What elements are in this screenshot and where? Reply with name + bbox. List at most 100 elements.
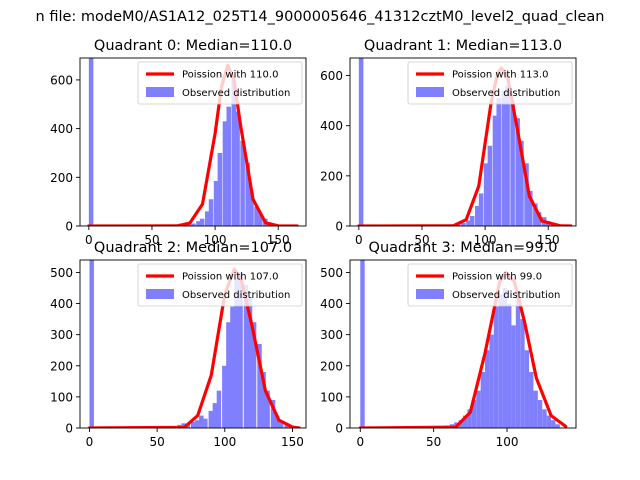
legend: Poission with 110.0 Observed distribution xyxy=(137,61,303,105)
x-tick-label: 50 xyxy=(149,435,164,449)
histogram-bar xyxy=(492,115,498,226)
histogram-bar xyxy=(469,215,475,226)
histogram-bar xyxy=(249,191,254,226)
histogram-bar xyxy=(483,163,489,226)
histogram-bar xyxy=(88,58,94,226)
y-tick-label: 600 xyxy=(320,69,343,83)
histogram-bar xyxy=(258,213,263,226)
plot-area xyxy=(358,260,568,428)
legend-patch-swatch xyxy=(416,289,444,299)
x-tick-label: 0 xyxy=(355,233,363,247)
chart-panel-3: 0 50 100 0 100 200 300 400 500 Quadrant 3: Median… xyxy=(320,240,577,449)
histogram-bar xyxy=(208,410,214,428)
histogram-bar xyxy=(498,294,503,428)
chart-panel-1: 0 50 100 150 0 200 400 600 Quadrant 1: Median=11… xyxy=(320,38,577,247)
histogram-bar xyxy=(181,423,186,428)
legend: Poission with 113.0 Observed distribution xyxy=(407,61,573,105)
histogram-bar xyxy=(480,372,486,428)
histogram-bar xyxy=(463,415,468,428)
histogram-bar xyxy=(199,218,205,226)
y-tick-label: 100 xyxy=(320,390,343,404)
x-tick-label: 50 xyxy=(426,435,441,449)
legend-label-poisson: Poission with 107.0 xyxy=(182,272,278,283)
panel-title: Quadrant 3: Median=99.0 xyxy=(369,240,558,256)
histogram-bar xyxy=(542,409,547,428)
histogram-bar xyxy=(243,284,249,428)
histogram-bar xyxy=(358,58,364,226)
x-tick-label: 0 xyxy=(86,435,94,449)
histogram-bar xyxy=(466,220,471,226)
histogram-bar xyxy=(230,306,235,428)
histogram-bar xyxy=(536,212,542,226)
histogram-bar xyxy=(360,260,365,428)
histogram-bar xyxy=(190,421,196,428)
y-tick-label: 200 xyxy=(50,359,73,373)
y-tick-label: 100 xyxy=(50,390,73,404)
histogram-bar xyxy=(270,400,276,428)
legend-label-observed: Observed distribution xyxy=(182,88,290,99)
x-tick-label: 150 xyxy=(281,435,304,449)
histogram-bar xyxy=(235,111,240,226)
y-tick-label: 500 xyxy=(50,266,73,280)
histogram-bar xyxy=(533,390,538,428)
legend-patch-swatch xyxy=(416,87,444,97)
histogram-bar xyxy=(203,418,208,428)
x-tick-label: 100 xyxy=(204,233,227,247)
panel-title: Quadrant 1: Median=113.0 xyxy=(364,38,562,54)
chart-panel-2: 0 50 100 150 0 100 200 300 400 500 Quadrant 2: Med… xyxy=(50,240,307,449)
axes-frame xyxy=(79,259,307,429)
histogram-bar xyxy=(89,260,94,428)
histogram-bar xyxy=(196,221,201,226)
x-tick-label: 50 xyxy=(144,233,159,247)
histogram-bar xyxy=(474,205,480,226)
legend-box xyxy=(137,263,303,307)
histogram-bar xyxy=(231,79,237,226)
histogram-bar xyxy=(501,90,507,226)
histogram-bar xyxy=(191,223,196,226)
histogram-bar xyxy=(216,390,222,428)
histogram-bar xyxy=(278,421,284,428)
histogram-bar xyxy=(251,322,257,428)
histogram-bar xyxy=(254,206,259,226)
y-tick-label: 400 xyxy=(320,119,343,133)
histogram-bar xyxy=(489,334,494,428)
legend: Poission with 99.0 Observed distribution xyxy=(407,263,573,307)
histogram-bar xyxy=(274,415,280,428)
histogram-bar xyxy=(507,303,512,428)
legend-box xyxy=(137,61,303,105)
axes-frame xyxy=(349,259,577,429)
legend-patch-swatch xyxy=(146,87,174,97)
legend-box xyxy=(407,263,573,307)
histogram-bar xyxy=(213,180,219,226)
histogram-bar xyxy=(487,145,493,226)
x-tick-label: 150 xyxy=(537,233,560,247)
histogram-bar xyxy=(528,190,533,226)
histogram-bar xyxy=(520,319,525,428)
legend-label-poisson: Poission with 110.0 xyxy=(182,70,278,81)
histogram-bar xyxy=(515,118,520,226)
axes-frame xyxy=(349,57,577,227)
y-tick-label: 400 xyxy=(50,297,73,311)
histogram-bar xyxy=(226,322,231,428)
legend-label-observed: Observed distribution xyxy=(452,88,560,99)
x-tick-label: 0 xyxy=(85,233,93,247)
legend-patch-swatch xyxy=(146,289,174,299)
histogram-bar xyxy=(261,372,266,428)
x-tick-label: 0 xyxy=(356,435,364,449)
histogram-bar xyxy=(187,224,192,226)
histogram-bar xyxy=(245,162,250,226)
legend-label-observed: Observed distribution xyxy=(182,290,290,301)
histogram-bar xyxy=(265,390,270,428)
panel-title: Quadrant 0: Median=110.0 xyxy=(94,38,292,54)
histogram-bar xyxy=(467,409,472,428)
y-tick-label: 500 xyxy=(320,266,343,280)
y-tick-label: 0 xyxy=(65,422,73,436)
histogram-bar xyxy=(551,420,556,428)
legend-box xyxy=(407,61,573,105)
legend-label-poisson: Poission with 99.0 xyxy=(452,272,542,283)
histogram-bar xyxy=(485,350,490,428)
histogram-bar xyxy=(226,106,232,226)
histogram-bar xyxy=(195,420,200,428)
histogram-bar xyxy=(546,415,552,428)
x-tick-label: 100 xyxy=(474,233,497,247)
